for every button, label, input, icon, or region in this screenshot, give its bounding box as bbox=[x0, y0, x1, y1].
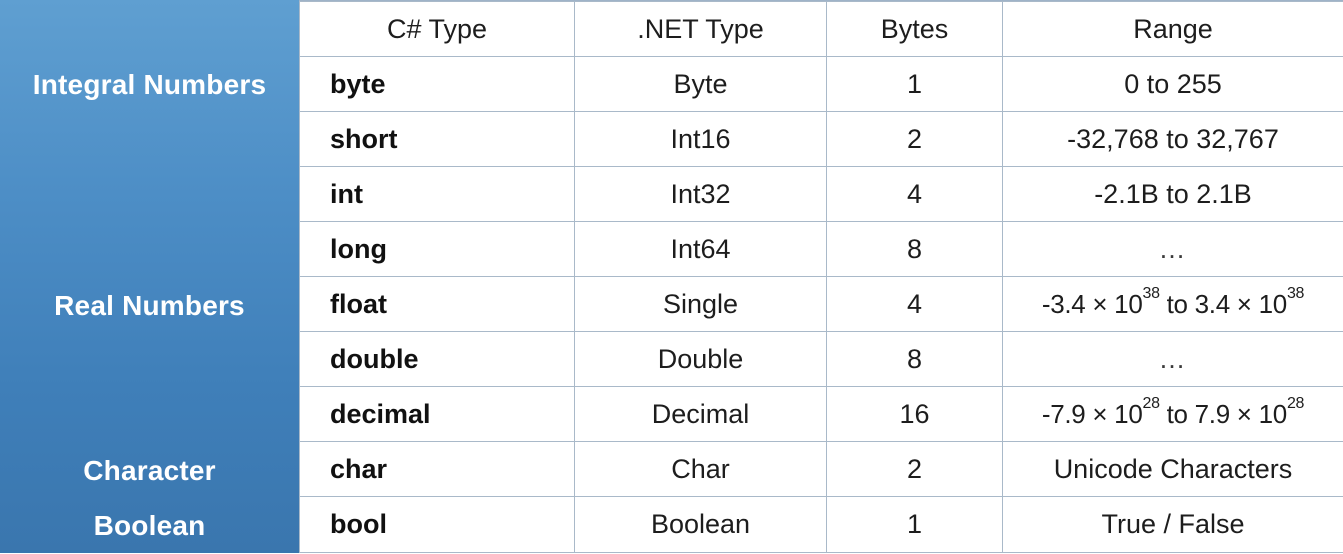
range-cell: -2.1B to 2.1B bbox=[1003, 167, 1343, 222]
header-range: Range bbox=[1003, 2, 1343, 57]
range-part: to 7.9 × 10 bbox=[1160, 399, 1287, 429]
range-part: to 3.4 × 10 bbox=[1160, 289, 1287, 319]
csharp-type-cell: byte bbox=[300, 57, 575, 112]
csharp-type-cell: short bbox=[300, 112, 575, 167]
table-row: short Int16 2 -32,768 to 32,767 bbox=[300, 112, 1343, 167]
dotnet-type-cell: Single bbox=[575, 277, 827, 332]
bytes-cell: 8 bbox=[827, 332, 1003, 387]
range-cell: -7.9 × 1028 to 7.9 × 1028 bbox=[1003, 387, 1343, 442]
range-cell: … bbox=[1003, 222, 1343, 277]
table-row: byte Byte 1 0 to 255 bbox=[300, 57, 1343, 112]
bytes-cell: 8 bbox=[827, 222, 1003, 277]
dotnet-type-cell: Byte bbox=[575, 57, 827, 112]
table-row: float Single 4 -3.4 × 1038 to 3.4 × 1038 bbox=[300, 277, 1343, 332]
dotnet-type-cell: Int16 bbox=[575, 112, 827, 167]
csharp-type-cell: int bbox=[300, 167, 575, 222]
csharp-type-cell: float bbox=[300, 277, 575, 332]
bytes-cell: 16 bbox=[827, 387, 1003, 442]
range-cell: -3.4 × 1038 to 3.4 × 1038 bbox=[1003, 277, 1343, 332]
category-character: Character bbox=[0, 443, 299, 498]
table-row: bool Boolean 1 True / False bbox=[300, 497, 1343, 553]
range-part: -3.4 × 10 bbox=[1042, 289, 1143, 319]
range-exponent: 38 bbox=[1287, 285, 1304, 302]
range-part: -7.9 × 10 bbox=[1042, 399, 1143, 429]
dotnet-type-cell: Int64 bbox=[575, 222, 827, 277]
table-row: long Int64 8 … bbox=[300, 222, 1343, 277]
category-boolean: Boolean bbox=[0, 498, 299, 553]
csharp-type-cell: double bbox=[300, 332, 575, 387]
dotnet-type-cell: Double bbox=[575, 332, 827, 387]
table-row: int Int32 4 -2.1B to 2.1B bbox=[300, 167, 1343, 222]
csharp-type-cell: bool bbox=[300, 497, 575, 553]
range-cell: True / False bbox=[1003, 497, 1343, 553]
csharp-type-cell: long bbox=[300, 222, 575, 277]
bytes-cell: 1 bbox=[827, 57, 1003, 112]
dotnet-type-cell: Char bbox=[575, 442, 827, 497]
range-cell: -32,768 to 32,767 bbox=[1003, 112, 1343, 167]
dotnet-type-cell: Boolean bbox=[575, 497, 827, 553]
types-table-wrapper: C# Type .NET Type Bytes Range byte Byte … bbox=[299, 0, 1343, 554]
range-exponent: 38 bbox=[1143, 285, 1160, 302]
bytes-cell: 2 bbox=[827, 442, 1003, 497]
table-row: decimal Decimal 16 -7.9 × 1028 to 7.9 × … bbox=[300, 387, 1343, 442]
range-exponent: 28 bbox=[1287, 395, 1304, 412]
category-integral-numbers: Integral Numbers bbox=[0, 57, 299, 112]
range-cell: Unicode Characters bbox=[1003, 442, 1343, 497]
range-exponent: 28 bbox=[1143, 395, 1160, 412]
header-row: C# Type .NET Type Bytes Range bbox=[300, 2, 1343, 57]
range-cell: 0 to 255 bbox=[1003, 57, 1343, 112]
category-sidebar: Integral Numbers Real Numbers Character … bbox=[0, 0, 299, 553]
dotnet-type-cell: Int32 bbox=[575, 167, 827, 222]
bytes-cell: 4 bbox=[827, 277, 1003, 332]
category-real-numbers: Real Numbers bbox=[0, 278, 299, 333]
table-row: double Double 8 … bbox=[300, 332, 1343, 387]
csharp-type-cell: decimal bbox=[300, 387, 575, 442]
table-row: char Char 2 Unicode Characters bbox=[300, 442, 1343, 497]
csharp-type-cell: char bbox=[300, 442, 575, 497]
dotnet-type-cell: Decimal bbox=[575, 387, 827, 442]
bytes-cell: 2 bbox=[827, 112, 1003, 167]
header-bytes: Bytes bbox=[827, 2, 1003, 57]
header-csharp-type: C# Type bbox=[300, 2, 575, 57]
range-cell: … bbox=[1003, 332, 1343, 387]
bytes-cell: 1 bbox=[827, 497, 1003, 553]
bytes-cell: 4 bbox=[827, 167, 1003, 222]
types-table: C# Type .NET Type Bytes Range byte Byte … bbox=[299, 1, 1343, 553]
header-dotnet-type: .NET Type bbox=[575, 2, 827, 57]
